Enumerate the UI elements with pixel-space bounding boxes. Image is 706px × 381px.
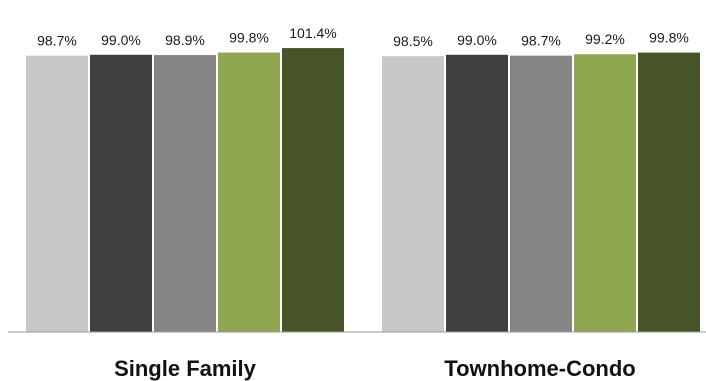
category-label-townhome-condo: Townhome-Condo xyxy=(444,356,635,381)
bar-townhome-condo-2 xyxy=(446,54,508,333)
bar-townhome-condo-1 xyxy=(382,56,444,332)
bar-single-family-4 xyxy=(218,52,280,333)
value-label-townhome-condo-5: 99.8% xyxy=(649,30,689,46)
bar-townhome-condo-3 xyxy=(510,55,572,332)
category-label-single-family: Single Family xyxy=(114,356,257,381)
value-label-townhome-condo-1: 98.5% xyxy=(393,33,433,49)
value-label-single-family-1: 98.7% xyxy=(37,33,77,49)
value-label-townhome-condo-4: 99.2% xyxy=(585,31,625,47)
bar-townhome-condo-5 xyxy=(638,52,700,333)
bar-single-family-5 xyxy=(282,48,344,333)
value-label-single-family-2: 99.0% xyxy=(101,32,141,48)
value-label-single-family-3: 98.9% xyxy=(165,32,205,48)
bars-layer xyxy=(26,48,700,333)
value-label-single-family-5: 101.4% xyxy=(289,25,336,41)
category-labels-layer: Single Family Townhome-Condo xyxy=(114,356,636,381)
value-label-townhome-condo-3: 98.7% xyxy=(521,33,561,49)
bar-single-family-1 xyxy=(26,55,88,332)
value-label-townhome-condo-2: 99.0% xyxy=(457,32,497,48)
bar-single-family-3 xyxy=(154,55,216,333)
value-label-single-family-4: 99.8% xyxy=(229,30,269,46)
bar-townhome-condo-4 xyxy=(574,54,636,333)
value-labels-layer: 98.7% 99.0% 98.9% 99.8% 101.4% 98.5% 99.0% 98.7… xyxy=(37,25,689,49)
bar-single-family-2 xyxy=(90,54,152,333)
